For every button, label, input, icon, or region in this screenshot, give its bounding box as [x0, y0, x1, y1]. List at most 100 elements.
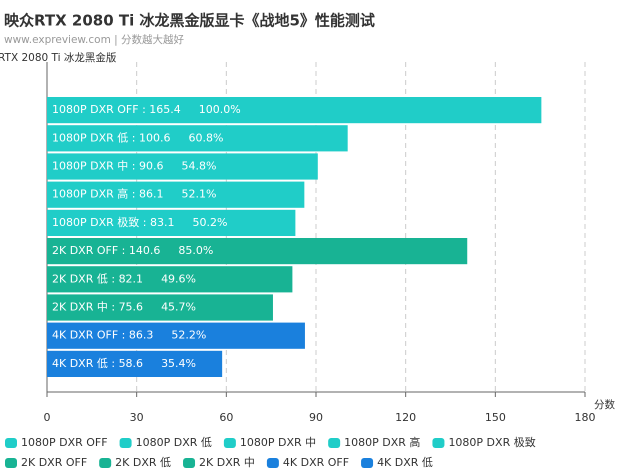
- bar: [47, 266, 293, 293]
- series-label: RTX 2080 Ti 冰龙黑金版: [0, 51, 117, 64]
- bar-category: 1080P DXR 低: [52, 131, 128, 144]
- bar-percent: 54.8%: [181, 160, 216, 173]
- legend-label: 1080P DXR OFF: [21, 436, 108, 449]
- bar-separator: :: [139, 103, 150, 116]
- bar-value: 83.1: [150, 216, 175, 229]
- chart-title: 映众RTX 2080 Ti 冰龙黑金版显卡《战地5》性能测试: [4, 12, 375, 30]
- bar-label: 1080P DXR 中 : 90.6 54.8%: [52, 160, 216, 173]
- bar-value: 140.6: [129, 244, 161, 257]
- bar: [47, 238, 468, 265]
- legend-item: 1080P DXR 极致: [432, 435, 536, 449]
- bar-label: 4K DXR 低 : 58.6 35.4%: [52, 357, 196, 370]
- bar-percent: 45.7%: [161, 301, 196, 314]
- bar-label: 1080P DXR 高 : 86.1 52.1%: [52, 187, 216, 201]
- x-tick-label: 30: [130, 411, 144, 424]
- bar-label: 4K DXR OFF : 86.3 52.2%: [52, 329, 206, 342]
- bar-category: 1080P DXR 极致: [52, 215, 139, 229]
- bar-value: 90.6: [139, 160, 164, 173]
- bar: [47, 294, 273, 321]
- x-axis-label: 分数: [594, 398, 615, 411]
- legend-item: 2K DXR OFF: [5, 456, 87, 469]
- legend-swatch: [432, 438, 445, 448]
- bar-value: 58.6: [119, 357, 144, 370]
- legend-swatch: [5, 438, 17, 448]
- bar-percent: 52.2%: [171, 329, 206, 342]
- bar-value: 75.6: [119, 301, 144, 314]
- bar: [47, 181, 305, 208]
- bar-label: 1080P DXR OFF : 165.4 100.0%: [52, 103, 241, 116]
- bar-category: 1080P DXR OFF: [52, 103, 139, 116]
- legend-item: 2K DXR 低: [99, 456, 171, 469]
- bar-percent: 52.1%: [181, 188, 216, 201]
- legend-label: 1080P DXR 低: [136, 436, 212, 449]
- bar-category: 4K DXR 低: [52, 357, 108, 370]
- legend-swatch: [5, 458, 17, 468]
- legend-swatch: [183, 458, 196, 468]
- x-tick-label: 0: [44, 411, 51, 424]
- legend-item: 4K DXR OFF: [266, 456, 349, 469]
- legend-swatch: [328, 438, 341, 448]
- bar-value: 82.1: [119, 272, 144, 285]
- bar-separator: :: [118, 329, 129, 342]
- bar-category: 1080P DXR 中: [52, 160, 128, 173]
- bar-percent: 35.4%: [161, 357, 196, 370]
- bar-percent: 100.0%: [199, 103, 241, 116]
- bar: [47, 322, 305, 349]
- bar-percent: 49.6%: [161, 272, 196, 285]
- bar-category: 1080P DXR 高: [52, 187, 128, 201]
- legend-swatch: [99, 458, 112, 468]
- bar-separator: :: [108, 301, 119, 314]
- bar-separator: :: [139, 216, 150, 229]
- legend-item: 1080P DXR 低: [119, 436, 212, 449]
- bar-separator: :: [128, 188, 139, 201]
- legend-label: 4K DXR OFF: [283, 456, 349, 469]
- x-tick-label: 60: [219, 411, 233, 424]
- legend-swatch: [266, 458, 279, 468]
- bar-label: 2K DXR OFF : 140.6 85.0%: [52, 244, 213, 257]
- x-tick-label: 150: [485, 411, 506, 424]
- chart-subtitle: www.expreview.com | 分数越大越好: [4, 33, 185, 46]
- bar-category: 2K DXR 中: [52, 301, 108, 314]
- legend-label: 2K DXR 中: [199, 456, 255, 469]
- bar: [47, 209, 296, 236]
- legend-swatch: [119, 438, 132, 448]
- legend-label: 2K DXR 低: [115, 456, 171, 469]
- bar-separator: :: [128, 131, 139, 144]
- legend-item: 1080P DXR 高: [328, 435, 420, 449]
- legend-item: 1080P DXR 中: [223, 436, 316, 449]
- x-tick-label: 90: [309, 411, 323, 424]
- bar-value: 86.1: [139, 188, 164, 201]
- bar-percent: 60.8%: [188, 131, 223, 144]
- bar-percent: 50.2%: [192, 216, 227, 229]
- bar-value: 165.4: [149, 103, 181, 116]
- legend-item: 1080P DXR OFF: [5, 436, 108, 449]
- legend-swatch: [361, 458, 374, 468]
- bar: [47, 350, 223, 377]
- legend-label: 1080P DXR 高: [344, 435, 420, 449]
- bar-label: 2K DXR 中 : 75.6 45.7%: [52, 301, 196, 314]
- x-tick-label: 180: [575, 411, 596, 424]
- legend-item: 4K DXR 低: [361, 456, 433, 469]
- bar-separator: :: [108, 272, 119, 285]
- bar-separator: :: [118, 244, 129, 257]
- legend-label: 1080P DXR 中: [240, 436, 316, 449]
- bar-category: 4K DXR OFF: [52, 329, 118, 342]
- bar-label: 1080P DXR 极致 : 83.1 50.2%: [52, 215, 227, 229]
- bar-category: 2K DXR 低: [52, 272, 108, 285]
- bar-category: 2K DXR OFF: [52, 244, 118, 257]
- bar-separator: :: [128, 160, 139, 173]
- bar: [47, 97, 542, 124]
- legend-swatch: [223, 438, 236, 448]
- bar-label: 1080P DXR 低 : 100.6 60.8%: [52, 131, 223, 144]
- bar-percent: 85.0%: [178, 244, 213, 257]
- bar: [47, 125, 348, 152]
- bar-value: 100.6: [139, 131, 171, 144]
- bar-separator: :: [108, 357, 119, 370]
- legend-label: 2K DXR OFF: [21, 456, 87, 469]
- bar-value: 86.3: [129, 329, 154, 342]
- legend-item: 2K DXR 中: [183, 456, 255, 469]
- bar-label: 2K DXR 低 : 82.1 49.6%: [52, 272, 196, 285]
- bar: [47, 153, 318, 180]
- legend-label: 4K DXR 低: [377, 456, 433, 469]
